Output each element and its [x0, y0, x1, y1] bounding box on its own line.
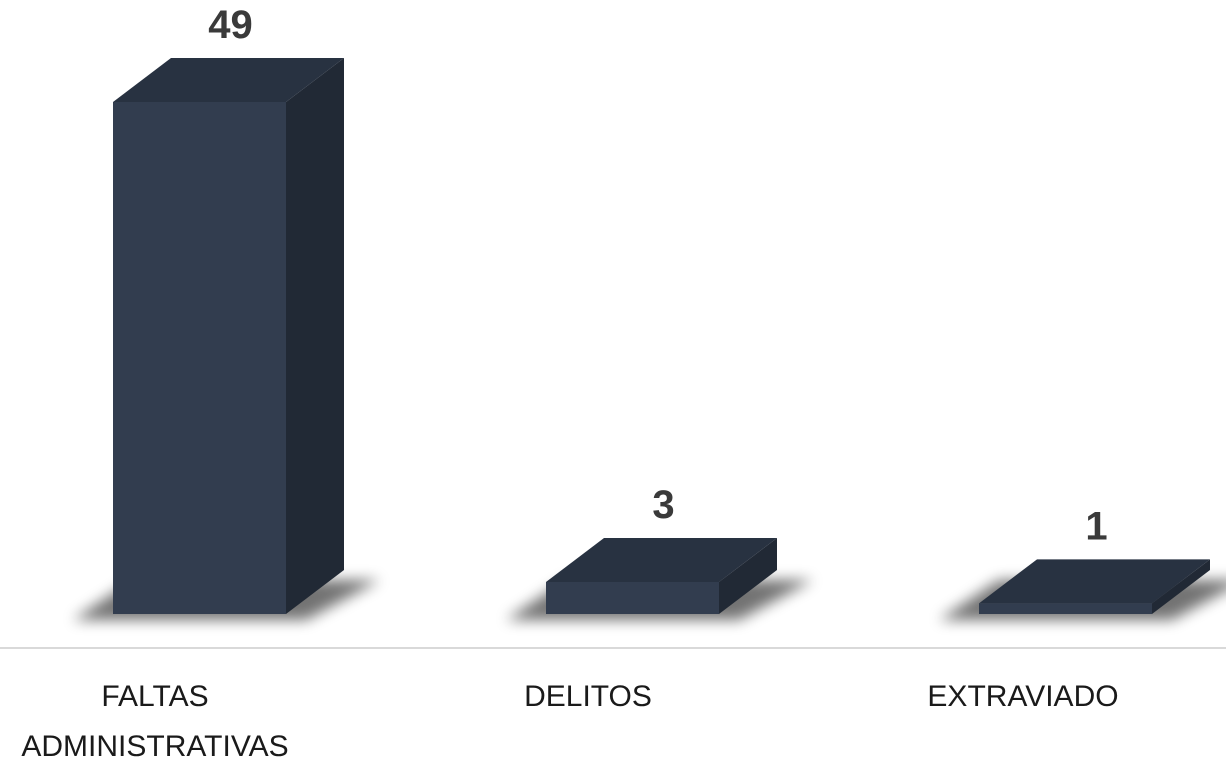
- bars: [113, 58, 1210, 614]
- data-label: 1: [1085, 504, 1107, 548]
- data-label: 49: [208, 3, 253, 47]
- bar-side-face: [719, 538, 777, 614]
- bar-front-face: [546, 582, 719, 614]
- bar: [979, 559, 1210, 614]
- bar-top-face: [979, 559, 1210, 604]
- bar-front-face: [113, 102, 286, 614]
- bar-front-face: [979, 603, 1152, 614]
- data-labels: 49 3 1: [208, 3, 1107, 548]
- bar-side-face: [286, 58, 344, 614]
- x-tick-label-line: DELITOS: [524, 680, 652, 713]
- bar: [546, 538, 777, 614]
- x-tick-label-line: FALTAS: [101, 680, 208, 713]
- x-tick-labels: FALTAS ADMINISTRATIVAS DELITOS EXTRAVIADO: [21, 680, 1118, 763]
- bar: [113, 58, 344, 614]
- x-tick-label-line: EXTRAVIADO: [927, 680, 1118, 713]
- x-tick-label: EXTRAVIADO: [927, 680, 1118, 713]
- bar-top-face: [546, 538, 777, 582]
- x-tick-label: DELITOS: [524, 680, 652, 713]
- bar-side-face: [1152, 559, 1210, 614]
- x-tick-label-line: ADMINISTRATIVAS: [21, 730, 288, 758]
- x-tick-label: FALTAS ADMINISTRATIVAS: [21, 680, 288, 758]
- data-label: 3: [652, 483, 674, 527]
- bar-top-face: [113, 58, 344, 102]
